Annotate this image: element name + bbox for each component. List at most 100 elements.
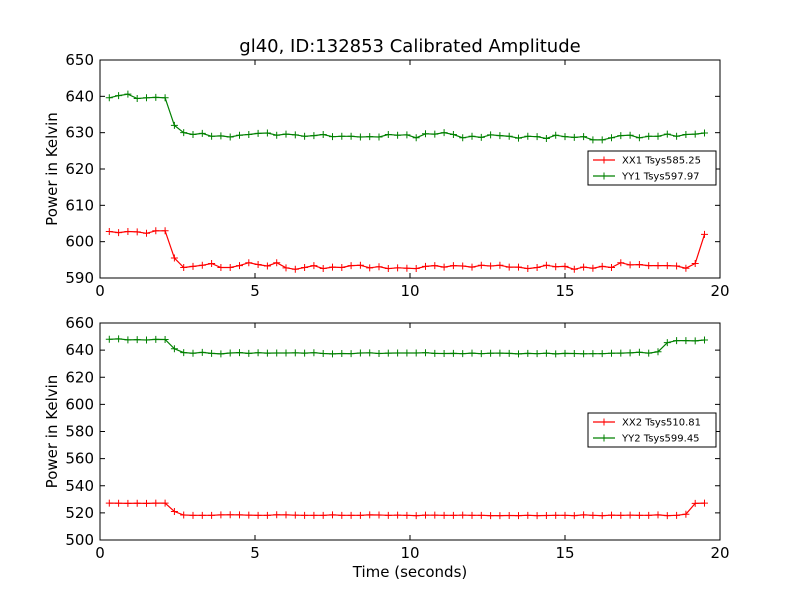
bottom-series-0-point: [505, 511, 513, 519]
bottom-series-0-point: [263, 511, 271, 519]
top-series-0-point: [338, 263, 346, 271]
top-series-0-point: [366, 264, 374, 272]
top-series-1-point: [366, 133, 374, 141]
bottom-series-1-point: [273, 349, 281, 357]
bottom-series-1-point: [375, 350, 383, 358]
bottom-series-0-point: [301, 511, 309, 519]
bottom-series-1-point: [682, 337, 690, 345]
top-series-1-point: [533, 133, 541, 141]
bottom-y-tick-label: 620: [65, 368, 94, 386]
top-series-1-point: [198, 129, 206, 137]
bottom-series-0-point: [617, 511, 625, 519]
top-series-1-point: [208, 132, 216, 140]
bottom-series-1-point: [384, 349, 392, 357]
bottom-series-0-point: [198, 511, 206, 519]
top-series-1-point: [236, 131, 243, 139]
bottom-series-1-point: [524, 349, 532, 357]
top-x-tick-label: 10: [400, 282, 419, 300]
bottom-series-1-point: [329, 350, 336, 358]
bottom-series-0-point: [449, 511, 457, 519]
bottom-series-1-point: [561, 349, 569, 357]
bottom-series-1-point: [449, 349, 457, 357]
top-series-1-point: [394, 131, 402, 139]
top-series-0-point: [124, 227, 132, 235]
top-series-0-point: [217, 263, 225, 271]
top-series-1-point: [449, 130, 457, 138]
top-series-0-point: [356, 261, 364, 269]
top-series-1-point: [403, 131, 411, 139]
top-series-1-point: [440, 129, 448, 137]
top-series-1-point: [459, 134, 467, 142]
bottom-legend-label-1: YY2 Tsys599.45: [621, 434, 700, 445]
bottom-series-0-point: [208, 511, 216, 519]
bottom-series-0-point: [440, 511, 448, 519]
top-series-0-point: [449, 262, 457, 270]
bottom-series-1-point: [115, 335, 123, 343]
bottom-series-1-point: [366, 349, 374, 357]
top-series-1-point: [384, 130, 392, 138]
bottom-legend-box: [587, 412, 717, 448]
top-series-0-point: [170, 254, 178, 262]
bottom-series-0-point: [310, 511, 318, 519]
bottom-series-0-point: [682, 510, 690, 518]
bottom-series-1-point: [580, 350, 588, 358]
top-y-tick-label: 650: [65, 51, 94, 69]
top-y-tick-label: 620: [65, 160, 94, 178]
bottom-series-1-point: [245, 349, 253, 357]
bottom-series-1-point: [645, 349, 653, 357]
bottom-series-1-point: [198, 348, 206, 356]
top-series-0-point: [329, 263, 336, 271]
top-series-1-point: [133, 95, 141, 103]
top-series-1-point: [598, 136, 606, 144]
bottom-legend-marker-0: [600, 418, 608, 426]
top-series-0-point: [422, 262, 429, 270]
bottom-series-1-point: [161, 336, 169, 344]
top-series-1-point: [552, 131, 560, 139]
bottom-series-0-point: [598, 512, 606, 520]
top-series-1-point: [468, 132, 476, 140]
bottom-series-1-point: [570, 350, 578, 358]
bottom-series-1-point: [356, 349, 364, 357]
top-series-0-point: [412, 265, 420, 273]
bottom-series-0-point: [542, 511, 550, 519]
bottom-x-tick-label: 20: [710, 544, 729, 562]
top-series-1-point: [673, 132, 681, 140]
bottom-series-1-point: [254, 349, 262, 357]
top-panel: 0 5 10 15 20 590 600 610 620 630 640 650 Power in Ke…: [43, 36, 730, 300]
bottom-series-0-point: [691, 499, 699, 507]
top-series-1-point: [338, 132, 346, 140]
chart-title: gl40, ID:132853 Calibrated Amplitude: [239, 36, 580, 57]
top-series-0: [105, 227, 708, 273]
bottom-series-1-point: [310, 349, 318, 357]
bottom-series-1-point: [589, 350, 597, 358]
bottom-series-0-point: [635, 511, 643, 519]
bottom-series-0-point: [143, 499, 150, 507]
bottom-series-1-point: [291, 349, 299, 357]
top-y-tick-label: 600: [65, 233, 94, 251]
top-series-0-point: [496, 261, 504, 269]
bottom-series-0-point: [561, 511, 569, 519]
bottom-series-0-point: [487, 512, 495, 520]
bottom-series-0-point: [133, 499, 141, 507]
top-series-1-point: [273, 131, 281, 139]
bottom-y-tick-label: 640: [65, 341, 94, 359]
top-series-0-point: [152, 227, 160, 235]
bottom-series-1-point: [496, 349, 504, 357]
bottom-series-1-point: [608, 349, 615, 357]
bottom-series-0-point: [608, 511, 615, 519]
top-series-1-point: [180, 129, 188, 137]
bottom-series-1-point: [319, 350, 327, 358]
bottom-series-0-point: [245, 511, 253, 519]
bottom-series-1-point: [170, 345, 178, 353]
bottom-series-0-point: [375, 511, 383, 519]
top-series-1-point: [347, 132, 355, 140]
bottom-series-1-point: [301, 349, 309, 357]
top-series-1-point: [301, 132, 309, 140]
top-series-1-point: [263, 129, 271, 137]
top-series-1-point: [617, 132, 625, 140]
bottom-series-0-point: [254, 511, 262, 519]
bottom-series-0-point: [236, 511, 243, 519]
bottom-series-0: [105, 499, 708, 520]
top-series-0-point: [598, 262, 606, 270]
top-series-0-point: [645, 262, 653, 270]
